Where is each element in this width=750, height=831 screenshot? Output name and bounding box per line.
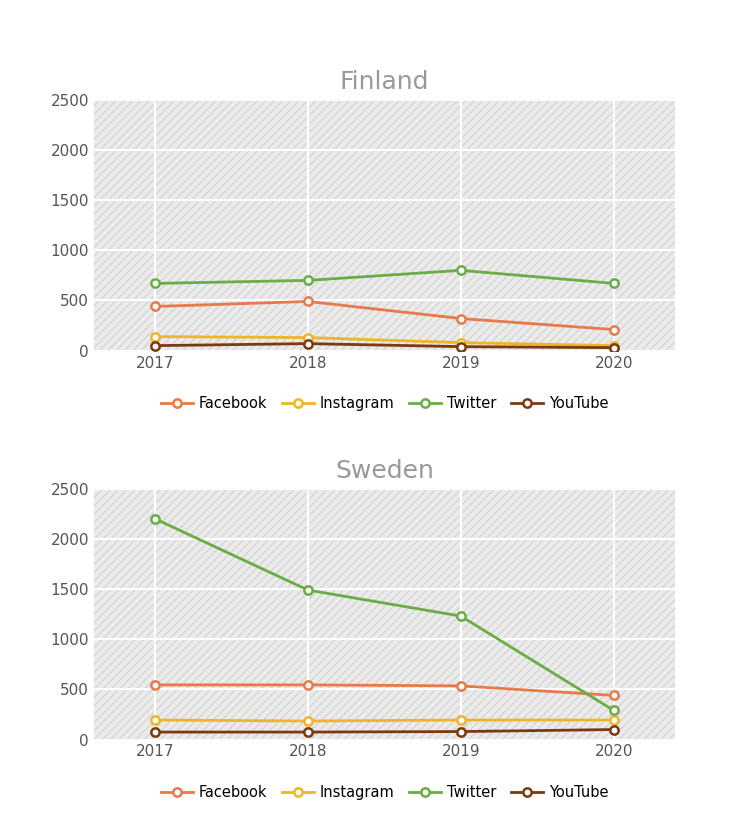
Twitter [456, 611, 465, 621]
YouTube [609, 342, 618, 352]
Twitter [151, 278, 160, 288]
Facebook [304, 680, 313, 690]
Bar [94, 100, 675, 351]
YouTube [609, 725, 618, 735]
Twitter [609, 706, 618, 715]
Twitter [151, 514, 160, 524]
Facebook [609, 325, 618, 335]
Line: Twitter: Twitter [151, 266, 618, 288]
YouTube [304, 727, 313, 737]
Twitter [304, 585, 313, 595]
Facebook [609, 691, 618, 701]
Line: Facebook: Facebook [151, 297, 618, 334]
Instagram [304, 716, 313, 726]
Instagram [609, 715, 618, 725]
YouTube [304, 339, 313, 349]
Instagram [456, 337, 465, 347]
Facebook [456, 681, 465, 691]
Line: Instagram: Instagram [151, 332, 618, 350]
Title: Sweden: Sweden [335, 459, 433, 483]
YouTube [456, 726, 465, 736]
Legend: Facebook, Instagram, Twitter, YouTube: Facebook, Instagram, Twitter, YouTube [154, 779, 614, 806]
Facebook [151, 302, 160, 312]
Line: Instagram: Instagram [151, 715, 618, 725]
Line: YouTube: YouTube [151, 725, 618, 736]
Instagram [151, 715, 160, 725]
Facebook [304, 297, 313, 307]
Instagram [456, 715, 465, 725]
YouTube [151, 727, 160, 737]
Line: Facebook: Facebook [151, 681, 618, 700]
YouTube [456, 342, 465, 352]
Line: YouTube: YouTube [151, 339, 618, 352]
Instagram [304, 332, 313, 342]
Facebook [151, 680, 160, 690]
Twitter [609, 278, 618, 288]
Facebook [456, 313, 465, 323]
YouTube [151, 341, 160, 351]
Line: Twitter: Twitter [151, 514, 618, 715]
Bar [94, 489, 675, 740]
Instagram [609, 341, 618, 351]
Twitter [456, 265, 465, 275]
Legend: Facebook, Instagram, Twitter, YouTube: Facebook, Instagram, Twitter, YouTube [154, 391, 614, 417]
Twitter [304, 275, 313, 285]
Instagram [151, 332, 160, 342]
Title: Finland: Finland [340, 70, 429, 94]
